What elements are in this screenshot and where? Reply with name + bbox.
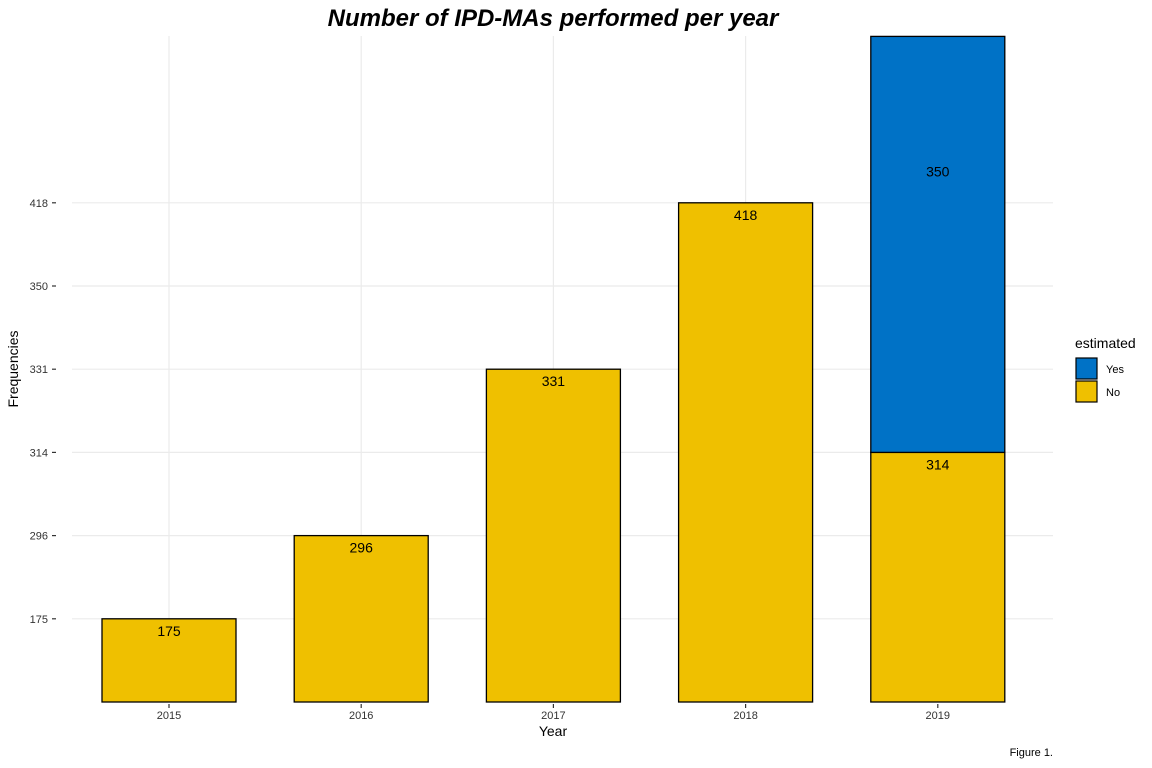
y-tick-label: 296	[30, 531, 48, 543]
x-tick-label: 2016	[349, 710, 373, 722]
y-tick-label: 418	[30, 198, 48, 210]
bar-yes-2019	[870, 35, 1006, 454]
caption: Figure 1.	[1010, 747, 1053, 759]
bar-no-2017	[485, 368, 622, 703]
data-labels: 175 296 331 418 314 350	[157, 163, 949, 638]
data-label-no-2016: 296	[350, 540, 374, 556]
legend-swatch-yes	[1075, 357, 1098, 380]
legend-label-yes: Yes	[1106, 364, 1124, 376]
y-axis: 175 296 314 331 350 418	[30, 198, 56, 626]
legend-swatch-no	[1075, 380, 1098, 403]
bars	[101, 35, 1006, 703]
bar-no-2018	[677, 202, 814, 703]
y-tick-label: 331	[30, 364, 48, 376]
bar-no-2015	[101, 618, 237, 703]
chart-title: Number of IPD-MAs performed per year	[328, 5, 780, 32]
data-label-yes-2019: 350	[926, 163, 950, 179]
y-tick-label: 350	[30, 281, 48, 293]
legend-label-no: No	[1106, 387, 1120, 399]
x-axis-title: Year	[539, 723, 568, 739]
x-axis: 2015 2016 2017 2018 2019	[157, 704, 950, 722]
x-tick-label: 2018	[733, 710, 757, 722]
data-label-no-2017: 331	[542, 373, 566, 389]
legend-title: estimated	[1075, 335, 1136, 351]
data-label-no-2018: 418	[734, 207, 758, 223]
x-tick-label: 2017	[541, 710, 565, 722]
legend: estimated Yes No	[1075, 335, 1136, 403]
x-tick-label: 2019	[926, 710, 950, 722]
y-axis-title: Frequencies	[5, 330, 21, 407]
y-tick-label: 314	[30, 447, 48, 459]
data-label-no-2019: 314	[926, 456, 950, 472]
data-label-no-2015: 175	[157, 623, 181, 639]
x-tick-label: 2015	[157, 710, 181, 722]
bar-no-2019	[870, 451, 1006, 703]
bar-no-2016	[293, 534, 429, 703]
y-tick-label: 175	[30, 614, 48, 626]
